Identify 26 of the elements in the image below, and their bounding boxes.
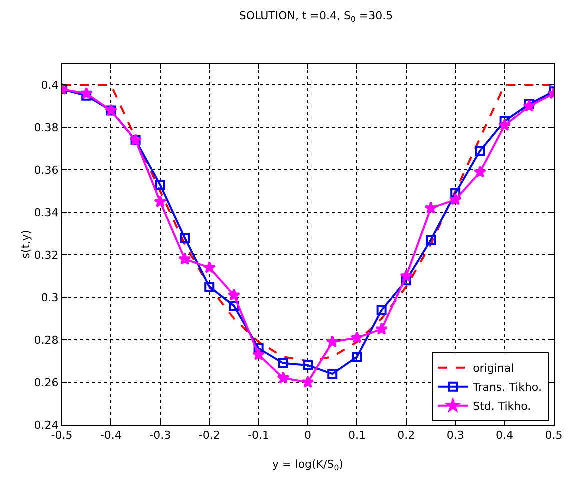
x-tick-label: 0.5 [545,429,563,442]
y-axis-title: s(t,y) [19,230,32,259]
y-tick-label: 0.26 [34,376,59,390]
legend-label: Trans. Tikho. [472,381,542,394]
legend-label: original [473,362,514,376]
x-tick-label: -0.2 [198,429,220,442]
chart-title: SOLUTION, t =0.4, S$_{0}$ =30.5 [239,10,394,24]
y-tick-label: 0.3 [41,291,59,304]
x-tick-label: -0.5 [51,429,73,442]
y-tick-label: 0.4 [41,79,59,92]
x-tick-label: -0.4 [100,429,122,442]
y-tick-label: 0.36 [34,164,59,178]
x-tick-label: 0.2 [398,429,416,442]
y-tick-label: 0.24 [34,418,59,432]
x-tick-label: 0 [304,429,312,442]
y-tick-label: 0.34 [34,206,59,220]
y-tick-label: 0.32 [34,248,59,262]
y-tick-label: 0.38 [34,122,59,135]
x-tick-label: -0.1 [248,429,270,442]
x-tick-label: 0.4 [496,429,514,442]
legend-label: Std. Tikho. [473,400,532,414]
x-axis-title: y = log(K/S$_{0}$) [272,458,344,472]
x-tick-label: -0.3 [150,429,172,442]
x-tick-label: 0.1 [348,429,366,442]
x-tick-label: 0.3 [446,429,464,442]
y-tick-label: 0.28 [34,334,59,347]
